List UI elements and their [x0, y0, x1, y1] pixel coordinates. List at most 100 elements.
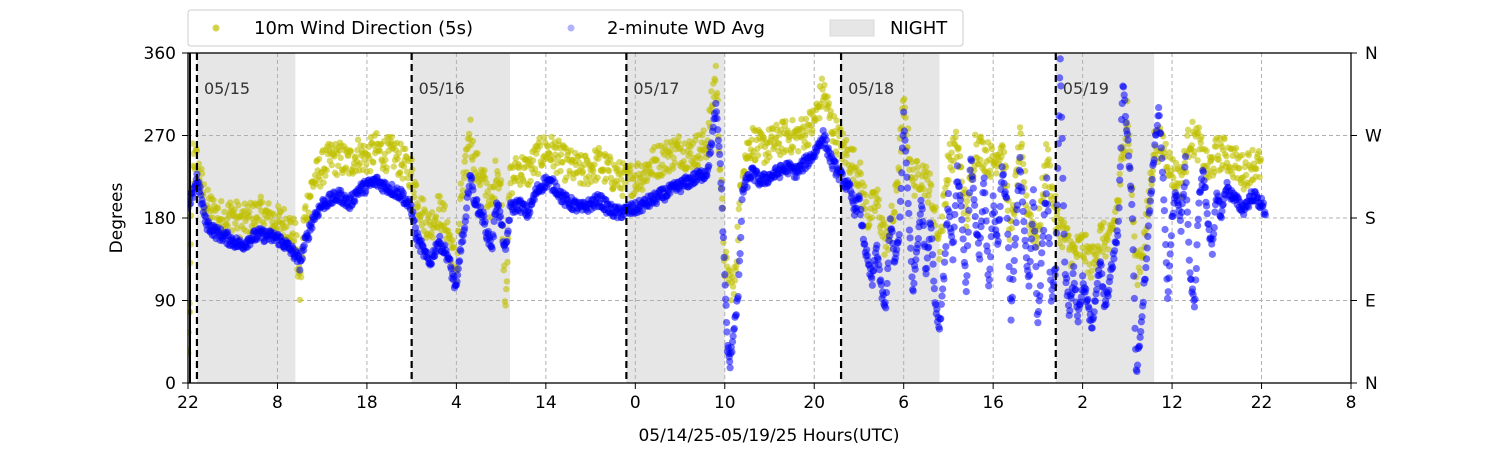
wind-direction-point — [683, 164, 691, 171]
wd-avg-point — [983, 242, 991, 250]
wind-direction-point — [328, 161, 335, 169]
wd-avg-point — [1186, 269, 1194, 277]
x-tick-label: 4 — [451, 393, 462, 413]
wd-avg-point — [942, 243, 950, 251]
wind-direction-point — [575, 159, 583, 166]
wind-direction-point — [280, 205, 288, 213]
wind-direction-point — [1081, 258, 1089, 265]
wind-direction-point — [366, 167, 374, 175]
wd-avg-point — [1059, 174, 1067, 182]
wd-avg-point — [937, 315, 945, 323]
wind-direction-point — [862, 191, 869, 199]
wd-avg-point — [454, 265, 462, 273]
wind-direction-point — [1198, 133, 1205, 141]
wd-avg-point — [1044, 207, 1052, 215]
wd-avg-point — [1142, 255, 1151, 263]
wd-avg-point — [446, 255, 454, 264]
wind-direction-point — [979, 139, 987, 146]
wd-avg-point — [409, 208, 417, 216]
wd-avg-point — [503, 237, 511, 246]
wd-avg-point — [728, 338, 737, 346]
wd-avg-point — [963, 272, 971, 280]
legend-label-wd-avg: 2-minute WD Avg — [607, 18, 765, 39]
wd-avg-point — [505, 216, 514, 224]
wind-direction-point — [694, 162, 702, 170]
wind-direction-point — [1018, 140, 1026, 148]
wd-avg-point — [838, 170, 846, 178]
wind-direction-point — [920, 185, 927, 193]
wd-avg-point — [1210, 230, 1218, 238]
wd-avg-point — [728, 348, 736, 356]
wd-avg-point — [859, 222, 867, 230]
wd-avg-point — [914, 240, 922, 249]
wd-avg-point — [1043, 174, 1051, 182]
wind-direction-point — [402, 145, 409, 153]
wd-avg-point — [1066, 307, 1074, 315]
wind-direction-point — [1087, 274, 1095, 281]
wd-avg-point — [938, 292, 946, 300]
series-wd-avg — [188, 55, 1269, 376]
wd-avg-point — [1162, 241, 1170, 249]
wind-direction-point — [865, 221, 873, 229]
wd-avg-point — [1166, 250, 1174, 258]
x-tick-label: 22 — [1251, 393, 1273, 413]
wd-avg-point — [388, 180, 396, 188]
wd-avg-point — [1003, 214, 1011, 222]
wd-avg-point — [743, 183, 751, 191]
wd-avg-point — [928, 251, 937, 259]
wind-direction-point — [1189, 118, 1196, 126]
wd-avg-point — [1155, 103, 1163, 112]
y-axis-right-ticks: N E W N S — [1351, 44, 1382, 394]
wd-avg-point — [1121, 96, 1129, 104]
wd-avg-point — [1179, 190, 1188, 198]
wd-avg-point — [914, 234, 922, 243]
wind-direction-point — [734, 223, 741, 230]
wind-direction-point — [1016, 124, 1024, 131]
wind-direction-point — [885, 246, 892, 253]
wind-direction-point — [428, 209, 436, 216]
wd-avg-point — [1088, 324, 1096, 332]
wind-direction-point — [1172, 159, 1180, 167]
wd-avg-point — [868, 281, 876, 289]
wd-avg-point — [1157, 144, 1165, 152]
legend-label-wind-direction: 10m Wind Direction (5s) — [254, 18, 473, 39]
wd-avg-point — [1148, 175, 1156, 184]
wd-avg-point — [961, 262, 969, 270]
wd-avg-point — [882, 288, 891, 297]
wd-avg-point — [874, 255, 882, 263]
wind-direction-point — [902, 114, 909, 121]
wd-avg-point — [1011, 241, 1019, 249]
wd-avg-point — [1192, 264, 1200, 273]
wd-avg-point — [905, 226, 914, 234]
wd-avg-point — [1016, 153, 1024, 162]
wind-direction-point — [296, 296, 304, 304]
wd-avg-point — [530, 196, 538, 204]
wd-avg-point — [1020, 218, 1028, 226]
wd-avg-point — [822, 136, 830, 144]
wind-direction-point — [1027, 212, 1035, 219]
wind-direction-point — [1045, 156, 1052, 163]
wind-direction-point — [875, 196, 882, 203]
wind-direction-point — [700, 127, 707, 134]
wind-direction-point — [1104, 246, 1112, 253]
wd-avg-point — [473, 196, 481, 204]
wd-avg-point — [714, 126, 722, 134]
wd-avg-point — [1004, 244, 1013, 252]
wd-avg-point — [1007, 316, 1015, 324]
wd-avg-point — [1153, 121, 1161, 129]
wind-direction-point — [605, 167, 613, 175]
wd-avg-point — [1039, 232, 1047, 240]
wd-avg-point — [716, 150, 724, 159]
wind-direction-point — [818, 103, 825, 110]
wd-avg-point — [1128, 200, 1136, 209]
wd-avg-point — [848, 190, 856, 198]
wd-avg-point — [1156, 129, 1165, 138]
wd-avg-point — [1210, 223, 1218, 232]
wd-avg-point — [1026, 257, 1034, 266]
wd-avg-point — [979, 180, 988, 188]
y-tick-label: 180 — [144, 209, 176, 229]
wd-avg-point — [966, 166, 974, 174]
wd-avg-point — [455, 257, 464, 265]
wd-avg-point — [490, 217, 498, 226]
wd-avg-point — [480, 212, 488, 220]
